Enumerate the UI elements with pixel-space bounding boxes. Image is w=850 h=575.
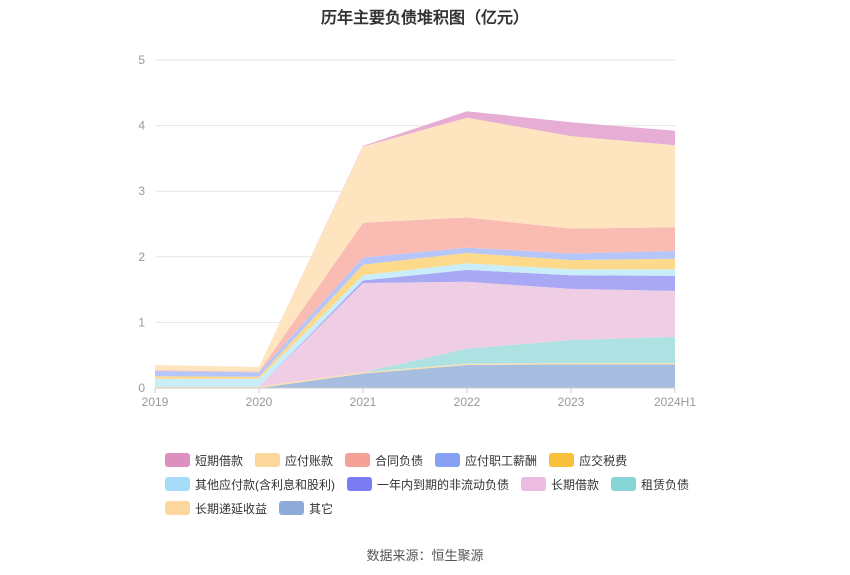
legend-label: 合同负债 xyxy=(375,453,424,468)
legend-label: 应交税费 xyxy=(579,453,628,468)
legend-label: 其它 xyxy=(309,501,334,516)
legend-label: 短期借款 xyxy=(195,453,244,468)
y-tick-label: 2 xyxy=(138,250,145,264)
legend-label: 应付职工薪酬 xyxy=(465,453,538,468)
legend-item[interactable]: 租赁负债 xyxy=(611,476,689,493)
y-tick-label: 4 xyxy=(138,119,145,133)
area-series-9 xyxy=(155,117,675,372)
legend-item[interactable]: 合同负债 xyxy=(345,452,423,469)
area-series-10 xyxy=(155,111,675,367)
legend-swatch xyxy=(165,477,190,491)
legend-swatch xyxy=(549,453,575,467)
legend-item[interactable]: 长期递延收益 xyxy=(165,500,267,517)
legend-item[interactable]: 其他应付款(含利息和股利) xyxy=(165,476,335,493)
chart-title: 历年主要负债堆积图（亿元） xyxy=(320,10,529,27)
legend-swatch xyxy=(521,477,547,491)
area-series-7 xyxy=(155,247,675,377)
legend-swatch xyxy=(345,453,371,467)
area-series-5 xyxy=(155,263,675,387)
legend-item[interactable]: 短期借款 xyxy=(165,452,243,469)
legend-label: 应付账款 xyxy=(285,453,334,468)
legend: 短期借款 应付账款 合同负债 应付职工薪酬 应交税费其他应付款(含利息和股利) 一年内到期… xyxy=(165,448,765,520)
legend-item[interactable]: 一年内到期的非流动负债 xyxy=(347,476,509,493)
y-tick-label: 3 xyxy=(138,184,145,198)
legend-label: 长期递延收益 xyxy=(195,501,268,516)
area-series-3 xyxy=(155,281,675,387)
y-tick-label: 5 xyxy=(138,53,145,67)
x-tick-label: 2022 xyxy=(454,395,481,409)
legend-row: 长期递延收益 其它 xyxy=(165,496,765,520)
area-series xyxy=(155,111,675,388)
legend-row: 其他应付款(含利息和股利) 一年内到期的非流动负债 长期借款 租赁负债 xyxy=(165,472,765,496)
legend-swatch xyxy=(435,453,461,467)
legend-label: 一年内到期的非流动负债 xyxy=(377,477,510,492)
x-tick-label: 2020 xyxy=(246,395,273,409)
legend-item[interactable]: 应交税费 xyxy=(549,452,627,469)
legend-swatch xyxy=(165,501,190,515)
legend-swatch xyxy=(279,501,305,515)
area-series-1 xyxy=(155,363,675,388)
legend-swatch xyxy=(165,453,190,467)
y-tick-label: 1 xyxy=(138,315,145,329)
area-series-2 xyxy=(155,336,675,387)
legend-swatch xyxy=(611,477,637,491)
area-series-4 xyxy=(155,269,675,387)
x-tick-label: 2019 xyxy=(142,395,169,409)
legend-swatch xyxy=(255,453,281,467)
legend-item[interactable]: 应付职工薪酬 xyxy=(435,452,537,469)
data-source-note: 数据来源：恒生聚源 xyxy=(366,548,484,563)
axes: 0 1 2 3 4 5 2019 2020 2021 2022 2023 2024H1 xyxy=(138,53,696,409)
legend-label: 其他应付款(含利息和股利) xyxy=(195,477,335,492)
x-tick-label: 2021 xyxy=(350,395,377,409)
legend-row: 短期借款 应付账款 合同负债 应付职工薪酬 应交税费 xyxy=(165,448,765,472)
area-series-8 xyxy=(155,217,675,373)
legend-item[interactable]: 长期借款 xyxy=(521,476,599,493)
legend-item[interactable]: 其它 xyxy=(279,500,333,517)
x-tick-label: 2024H1 xyxy=(654,395,696,409)
x-tick-label: 2023 xyxy=(558,395,585,409)
legend-swatch xyxy=(347,477,372,491)
legend-label: 长期借款 xyxy=(551,477,600,492)
area-series-0 xyxy=(155,364,675,388)
area-series-6 xyxy=(155,252,675,379)
legend-label: 租赁负债 xyxy=(641,477,690,492)
legend-item[interactable]: 应付账款 xyxy=(255,452,333,469)
y-tick-label: 0 xyxy=(138,381,145,395)
